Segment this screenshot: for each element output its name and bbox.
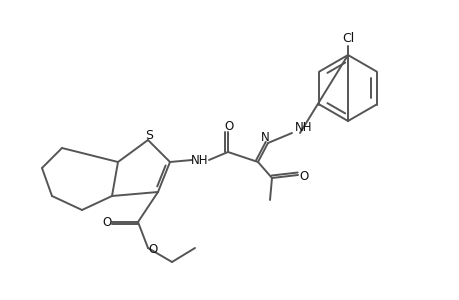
Text: NH: NH	[191, 154, 208, 166]
Text: O: O	[224, 119, 233, 133]
Text: S: S	[145, 128, 153, 142]
Text: O: O	[102, 217, 112, 230]
Text: NH: NH	[295, 121, 312, 134]
Text: N: N	[260, 130, 269, 143]
Text: O: O	[148, 244, 157, 256]
Text: Cl: Cl	[341, 32, 353, 44]
Text: O: O	[299, 169, 308, 182]
